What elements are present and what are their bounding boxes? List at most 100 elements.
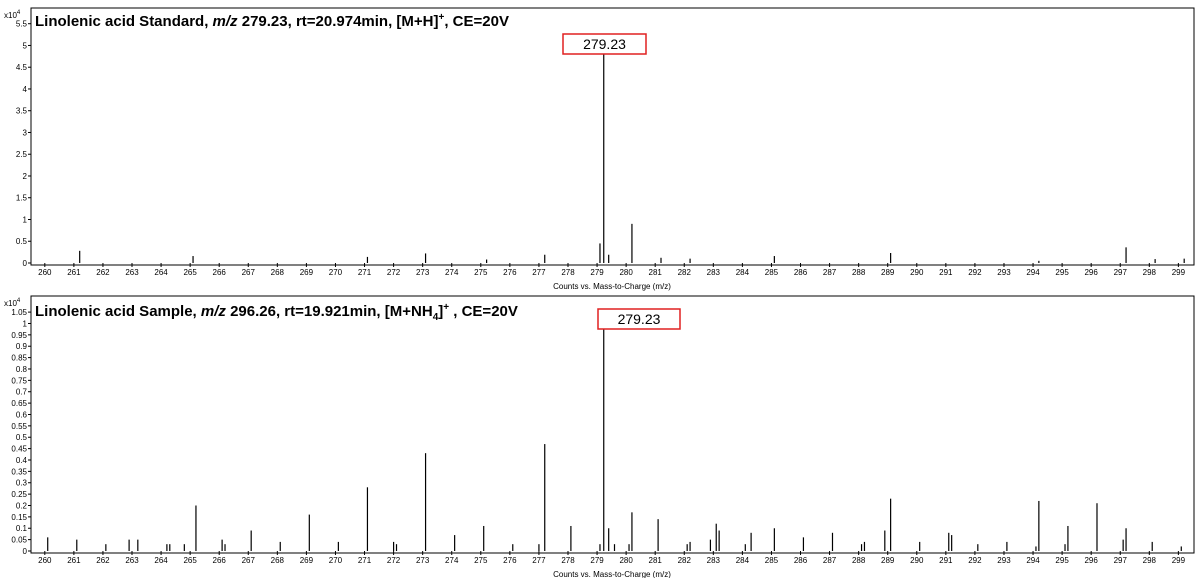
y-tick-label: 0.6 (16, 410, 28, 419)
x-tick-label: 271 (358, 556, 372, 565)
x-tick-label: 297 (1114, 268, 1128, 277)
x-tick-label: 262 (96, 268, 110, 277)
x-tick-label: 275 (474, 268, 488, 277)
y-axis-ticks: 0 0.5 1 1.5 2 2.5 3 3.5 4 4.5 5 5.5 (16, 20, 31, 268)
x-tick-label: 283 (707, 268, 721, 277)
x-tick-label: 282 (678, 268, 692, 277)
y-tick-label: 0.5 (16, 237, 28, 246)
x-tick-label: 260 (38, 556, 52, 565)
x-tick-label: 269 (300, 556, 314, 565)
peak-callout: 279.23 (597, 308, 681, 330)
y-tick-label: 0.65 (11, 399, 27, 408)
y-tick-label: 0.5 (16, 433, 28, 442)
y-tick-label: 0.1 (16, 524, 28, 533)
x-tick-label: 278 (561, 556, 575, 565)
x-tick-label: 266 (213, 268, 227, 277)
x-tick-label: 298 (1143, 556, 1157, 565)
x-tick-label: 292 (968, 556, 982, 565)
standard-spectrum-panel: x104 00.511.522.533.544.555.5 260 261 262 2… (4, 7, 1195, 291)
y-tick-label: 0.05 (11, 536, 27, 545)
x-tick-label: 295 (1055, 268, 1069, 277)
spectrum-peaks (47, 328, 1182, 551)
x-tick-label: 279 (590, 556, 604, 565)
x-tick-label: 267 (242, 556, 256, 565)
x-tick-label: 285 (765, 268, 779, 277)
callout-box (597, 308, 681, 330)
sample-spectrum-panel: x104 0 0.05 0.1 0.15 0.2 0.25 0.3 0.35 0.4 0.45 0.… (4, 295, 1195, 578)
y-tick-label: 0.3 (16, 479, 28, 488)
x-tick-label: 276 (503, 556, 517, 565)
x-tick-label: 267 (242, 268, 256, 277)
x-tick-label: 263 (125, 556, 139, 565)
x-tick-label: 299 (1172, 268, 1186, 277)
y-tick-label: 5 (23, 41, 28, 50)
x-tick-label: 271 (358, 268, 372, 277)
y-tick-label: 1.5 (16, 194, 28, 203)
x-tick-label: 275 (474, 556, 488, 565)
x-tick-label: 273 (416, 556, 430, 565)
x-axis-label: Counts vs. Mass-to-Charge (m/z) (553, 282, 671, 291)
y-tick-label: 0 (23, 547, 28, 556)
y-tick-label: 1 (23, 319, 28, 328)
x-tick-label: 270 (329, 268, 343, 277)
x-tick-label: 282 (678, 556, 692, 565)
y-tick-label: 0.2 (16, 501, 28, 510)
x-tick-label: 296 (1084, 556, 1098, 565)
x-tick-label: 284 (736, 268, 750, 277)
y-tick-label: 1.05 (11, 308, 27, 317)
x-axis-ticks: 260 261 262 263 264 265 266 267 268 269 270 271 272 2… (38, 551, 1186, 565)
x-tick-label: 293 (997, 268, 1011, 277)
callout-box (562, 33, 647, 55)
y-tick-label: 2 (23, 172, 28, 181)
panel-frame (30, 295, 1195, 554)
x-tick-label: 298 (1143, 268, 1157, 277)
y-tick-label: 0.15 (11, 513, 27, 522)
y-tick-label: 0 (23, 259, 28, 268)
y-tick-label: 2.5 (16, 150, 28, 159)
x-tick-label: 285 (765, 556, 779, 565)
x-tick-label: 269 (300, 268, 314, 277)
y-tick-label: 0.4 (16, 456, 28, 465)
x-tick-label: 287 (823, 268, 837, 277)
y-tick-label: 3 (23, 128, 28, 137)
x-tick-label: 280 (619, 556, 633, 565)
x-tick-label: 265 (183, 556, 197, 565)
callout-label: 279.23 (618, 311, 661, 327)
y-tick-label: 0.35 (11, 467, 27, 476)
x-tick-label: 297 (1114, 556, 1128, 565)
x-tick-label: 272 (387, 268, 401, 277)
y-tick-label: 5.5 (16, 20, 28, 29)
y-tick-label: 0.55 (11, 422, 27, 431)
y-tick-label: 0.8 (16, 365, 28, 374)
x-tick-label: 292 (968, 268, 982, 277)
x-tick-label: 290 (910, 268, 924, 277)
peak-callout: 279.23 (562, 33, 647, 55)
x-tick-label: 288 (852, 556, 866, 565)
x-tick-label: 272 (387, 556, 401, 565)
x-tick-label: 265 (183, 268, 197, 277)
x-tick-label: 263 (125, 268, 139, 277)
x-tick-label: 293 (997, 556, 1011, 565)
spectrum-title: Linolenic acid Sample, m/z 296.26, rt=19… (35, 302, 518, 323)
x-tick-label: 279 (590, 268, 604, 277)
x-tick-label: 266 (213, 556, 227, 565)
y-tick-label: 0.75 (11, 376, 27, 385)
x-tick-label: 274 (445, 556, 459, 565)
x-tick-label: 281 (649, 556, 663, 565)
x-tick-label: 294 (1026, 268, 1040, 277)
x-tick-label: 299 (1172, 556, 1186, 565)
y-exponent-label: x104 (4, 298, 21, 308)
y-tick-label: 0.9 (16, 342, 28, 351)
y-tick-label: 0.7 (16, 388, 28, 397)
spectrum-title: Linolenic acid Standard, m/z 279.23, rt=… (35, 12, 509, 30)
x-tick-label: 281 (649, 268, 663, 277)
x-tick-label: 261 (67, 268, 81, 277)
x-tick-label: 287 (823, 556, 837, 565)
x-tick-label: 289 (881, 556, 895, 565)
x-tick-label: 268 (271, 556, 285, 565)
x-tick-label: 290 (910, 556, 924, 565)
x-tick-label: 270 (329, 556, 343, 565)
x-tick-label: 262 (96, 556, 110, 565)
x-tick-label: 286 (794, 268, 808, 277)
